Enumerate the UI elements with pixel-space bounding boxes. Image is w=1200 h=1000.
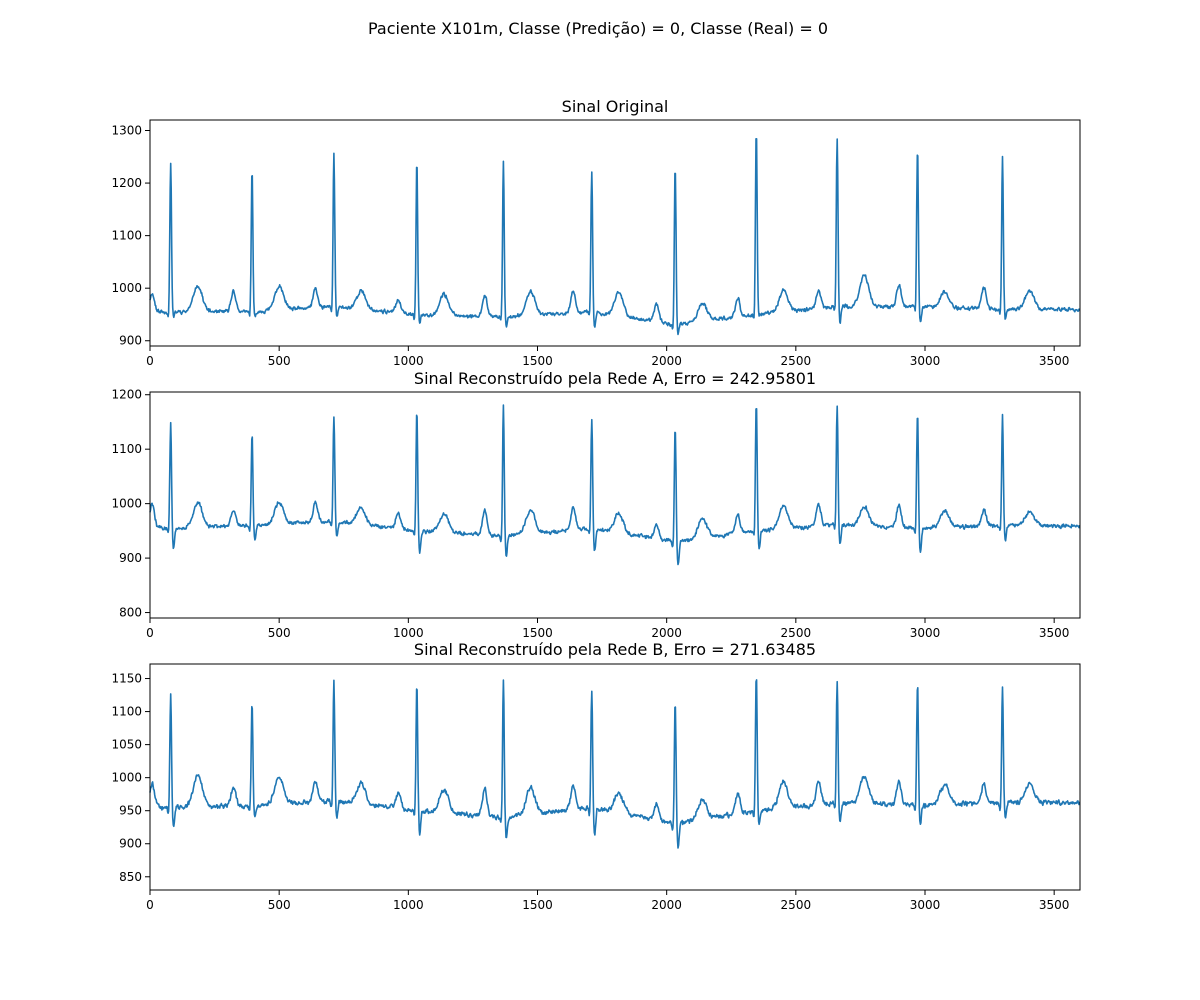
- y-tick-label: 900: [119, 837, 142, 851]
- x-tick-label: 1000: [393, 626, 424, 640]
- x-tick-label: 0: [146, 354, 154, 368]
- x-tick-label: 1500: [522, 354, 553, 368]
- y-tick-label: 1100: [111, 705, 142, 719]
- x-tick-label: 2500: [781, 898, 812, 912]
- x-tick-label: 2000: [651, 354, 682, 368]
- y-tick-label: 1100: [111, 229, 142, 243]
- y-tick-label: 1150: [111, 672, 142, 686]
- x-tick-label: 500: [268, 626, 291, 640]
- y-tick-label: 900: [119, 334, 142, 348]
- figure-suptitle: Paciente X101m, Classe (Predição) = 0, C…: [368, 19, 828, 38]
- y-tick-label: 950: [119, 804, 142, 818]
- x-tick-label: 2000: [651, 626, 682, 640]
- subplot-rede-a: Sinal Reconstruído pela Rede A, Erro = 2…: [111, 369, 1081, 640]
- axes-frame: [149, 663, 1081, 891]
- y-tick-label: 1200: [111, 388, 142, 402]
- y-tick-label: 1100: [111, 442, 142, 456]
- y-tick-label: 1300: [111, 124, 142, 138]
- y-tick-label: 850: [119, 870, 142, 884]
- x-tick-label: 1000: [393, 898, 424, 912]
- subplot-title-rede-a: Sinal Reconstruído pela Rede A, Erro = 2…: [414, 369, 816, 388]
- x-tick-label: 2500: [781, 626, 812, 640]
- y-tick-label: 1200: [111, 176, 142, 190]
- x-tick-label: 3500: [1039, 898, 1070, 912]
- series-line: [149, 138, 1080, 336]
- subplot-rede-b: Sinal Reconstruído pela Rede B, Erro = 2…: [111, 640, 1081, 912]
- x-tick-label: 2000: [651, 898, 682, 912]
- x-tick-label: 3000: [910, 354, 941, 368]
- x-tick-label: 0: [146, 898, 154, 912]
- axes-frame: [149, 119, 1081, 347]
- x-tick-label: 2500: [781, 354, 812, 368]
- y-tick-label: 1000: [111, 497, 142, 511]
- x-tick-label: 1000: [393, 354, 424, 368]
- x-tick-label: 3500: [1039, 626, 1070, 640]
- subplot-title-original: Sinal Original: [562, 97, 669, 116]
- x-tick-label: 3500: [1039, 354, 1070, 368]
- x-tick-label: 500: [268, 354, 291, 368]
- series-line: [149, 679, 1081, 849]
- x-tick-label: 500: [268, 898, 291, 912]
- y-tick-label: 1050: [111, 738, 142, 752]
- y-tick-label: 900: [119, 551, 142, 565]
- subplot-original: Sinal Original 0 500 1000 1500 2000 2500 3000 3…: [111, 97, 1081, 368]
- x-tick-label: 0: [146, 626, 154, 640]
- x-tick-label: 1500: [522, 898, 553, 912]
- y-tick-label: 800: [119, 606, 142, 620]
- x-tick-label: 1500: [522, 626, 553, 640]
- axes-frame: [149, 391, 1081, 619]
- x-tick-label: 3000: [910, 898, 941, 912]
- y-tick-label: 1000: [111, 281, 142, 295]
- series-line: [149, 404, 1081, 566]
- subplot-title-rede-b: Sinal Reconstruído pela Rede B, Erro = 2…: [414, 640, 816, 659]
- x-tick-label: 3000: [910, 626, 941, 640]
- y-tick-label: 1000: [111, 771, 142, 785]
